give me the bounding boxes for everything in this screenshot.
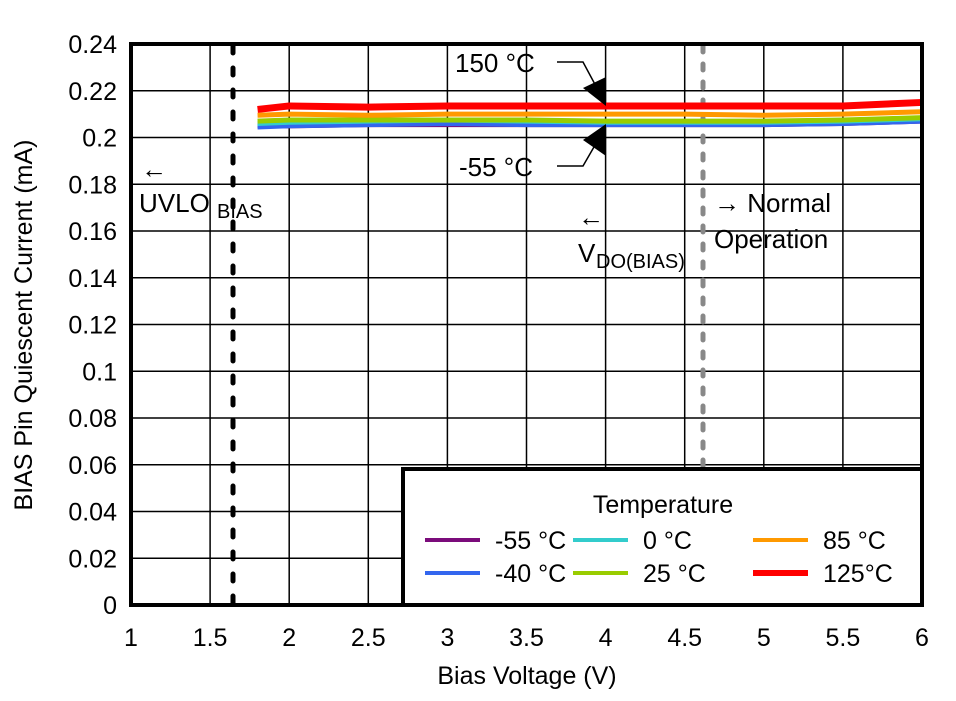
- x-tick-label: 3.5: [509, 624, 544, 652]
- x-tick-label: 4: [599, 624, 613, 652]
- x-tick-label: 4.5: [667, 624, 702, 652]
- x-tick-label: 5.5: [826, 624, 861, 652]
- annotation-minus55c: -55 °C: [459, 152, 533, 182]
- y-tick-label: 0.08: [68, 405, 117, 433]
- y-tick-label: 0: [103, 592, 117, 620]
- y-tick-label: 0.14: [68, 265, 117, 293]
- data-series: [257, 98, 923, 130]
- y-tick-label: 0.12: [68, 312, 117, 340]
- legend: Temperature -55 °C 0 °C 85 °C -40 °C 25 °C 12…: [401, 467, 924, 607]
- legend-label: -40 °C: [495, 560, 566, 588]
- normal-operation-line1: → Normal: [714, 188, 831, 218]
- uvlo-arrow: ←: [141, 154, 167, 184]
- x-axis-ticks: 1 1.5 2 2.5 3 3.5 4 4.5 5 5.5 6: [124, 624, 929, 652]
- y-tick-label: 0.2: [82, 125, 117, 153]
- series-line: [257, 115, 923, 124]
- x-tick-label: 3: [440, 624, 454, 652]
- normal-operation-line2: Operation: [714, 224, 828, 254]
- legend-label: 0 °C: [643, 527, 692, 555]
- x-tick-label: 2.5: [351, 624, 386, 652]
- y-axis-title: BIAS Pin Quiescent Current (mA): [10, 140, 38, 511]
- x-tick-label: 1.5: [193, 624, 228, 652]
- y-tick-label: 0.16: [68, 218, 117, 246]
- x-tick-label: 6: [915, 624, 929, 652]
- y-axis-ticks: 0 0.02 0.04 0.06 0.08 0.1 0.12 0.14 0.16 0.18 0.2 0…: [68, 31, 117, 620]
- y-tick-label: 0.22: [68, 78, 117, 106]
- uvlo-label: UVLO: [139, 188, 210, 218]
- series-line: [257, 109, 923, 118]
- y-tick-label: 0.24: [68, 31, 117, 59]
- legend-title: Temperature: [593, 491, 733, 519]
- y-tick-label: 0.02: [68, 545, 117, 573]
- arrow-up-icon: [583, 124, 606, 156]
- legend-label: 85 °C: [823, 527, 886, 555]
- arrow-down-icon: [583, 77, 606, 106]
- annotation-150c-leader: [557, 61, 599, 91]
- legend-label: 125°C: [823, 560, 893, 588]
- x-tick-label: 5: [757, 624, 771, 652]
- legend-label: -55 °C: [495, 527, 566, 555]
- annotation-minus55c-leader: [557, 139, 599, 167]
- vdo-arrow: ←: [578, 202, 604, 232]
- x-tick-label: 1: [124, 624, 138, 652]
- y-tick-label: 0.1: [82, 358, 117, 386]
- y-tick-label: 0.04: [68, 499, 117, 527]
- series-line: [257, 98, 923, 113]
- vdo-subscript: DO(BIAS): [596, 251, 685, 273]
- vdo-label: V: [578, 238, 596, 268]
- x-axis-title: Bias Voltage (V): [437, 662, 616, 690]
- y-tick-label: 0.06: [68, 452, 117, 480]
- annotation-150c: 150 °C: [455, 48, 535, 78]
- x-tick-label: 2: [282, 624, 296, 652]
- legend-label: 25 °C: [643, 560, 706, 588]
- uvlo-subscript: BIAS: [217, 201, 263, 223]
- y-tick-label: 0.18: [68, 171, 117, 199]
